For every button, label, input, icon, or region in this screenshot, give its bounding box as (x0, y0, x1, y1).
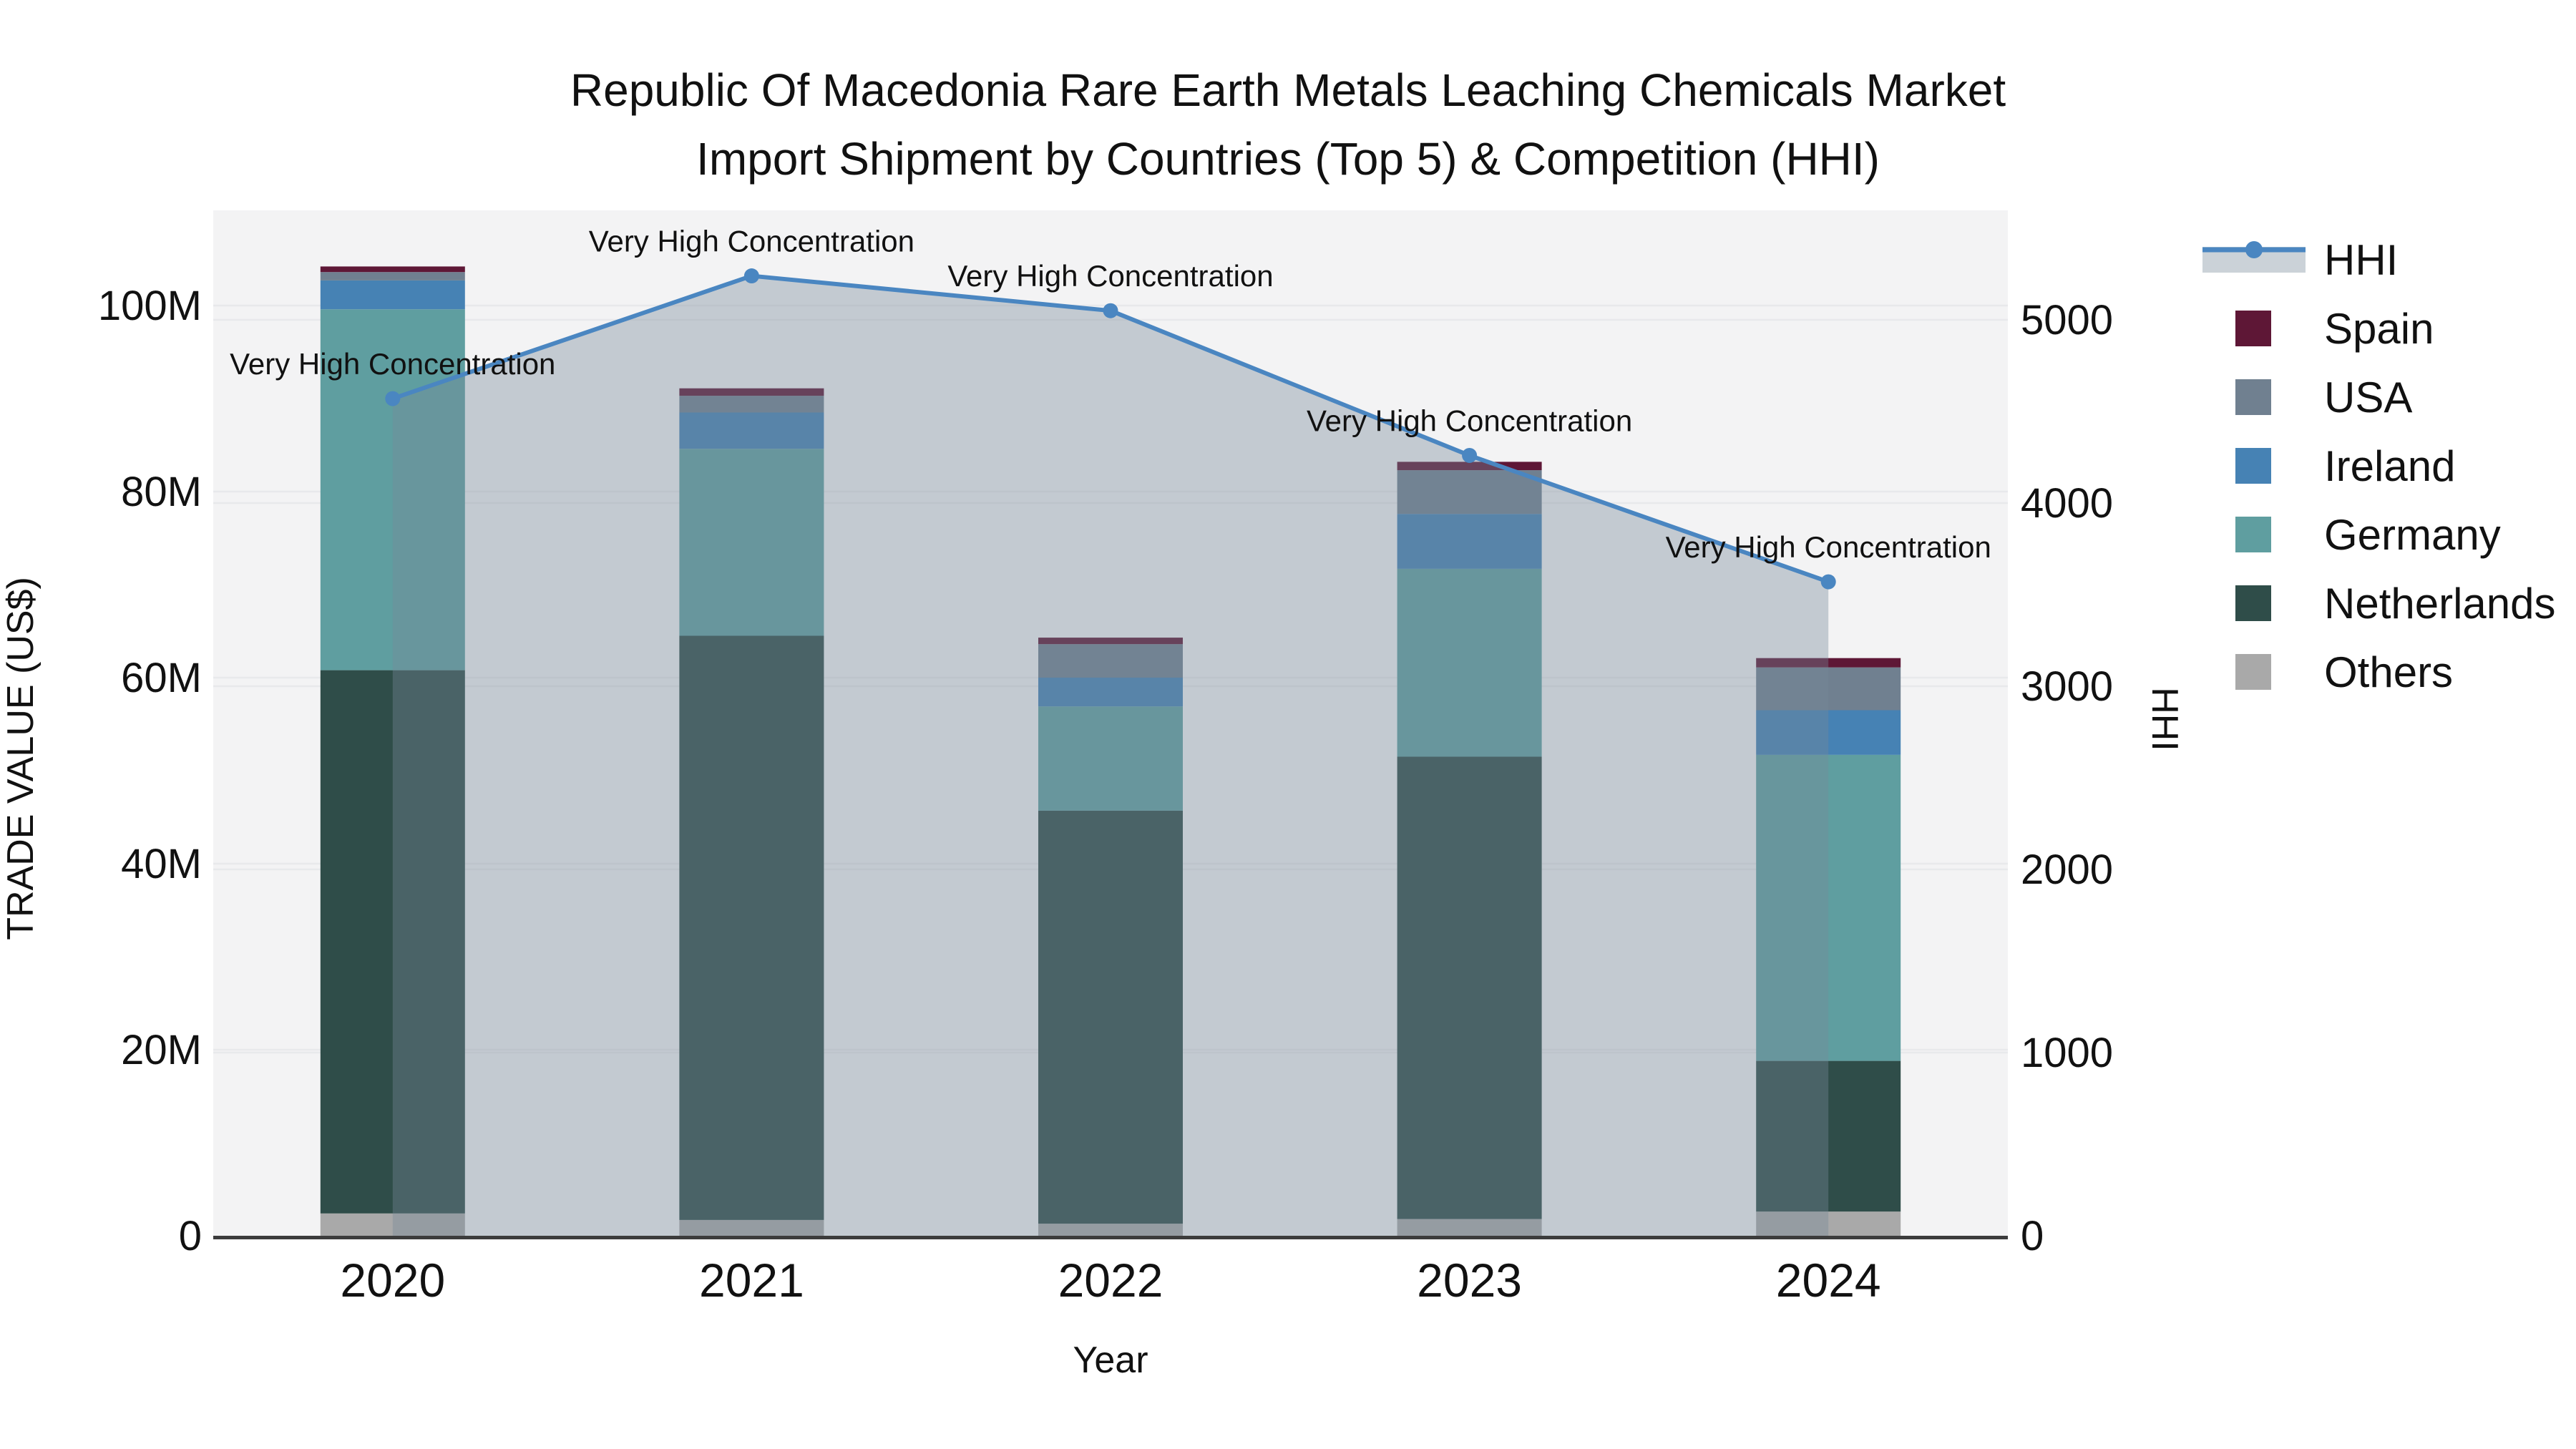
bar-segment-germany-2022[interactable] (1038, 706, 1183, 811)
annotation-2021: Very High Concentration (589, 225, 914, 258)
y-left-axis-title: TRADE VALUE (US$) (0, 577, 42, 940)
y-left-tick-0: 0 (179, 1213, 202, 1259)
bar-segment-usa-2024[interactable] (1756, 667, 1901, 711)
legend-item-germany[interactable]: Germany (2235, 511, 2501, 559)
bar-segment-spain-2022[interactable] (1038, 638, 1183, 645)
bar-segment-netherlands-2021[interactable] (679, 635, 824, 1220)
bar-segment-netherlands-2024[interactable] (1756, 1060, 1901, 1212)
bar-segment-ireland-2021[interactable] (679, 412, 824, 449)
bar-segment-germany-2024[interactable] (1756, 754, 1901, 1061)
bar-segment-netherlands-2023[interactable] (1397, 756, 1542, 1219)
bar-segment-others-2021[interactable] (679, 1219, 824, 1236)
y-left-tick-100M: 100M (98, 283, 202, 329)
y-left-tick-80M: 80M (121, 469, 202, 515)
legend-label-hhi: HHI (2324, 236, 2398, 284)
annotation-2020: Very High Concentration (230, 347, 555, 381)
legend-item-usa[interactable]: USA (2235, 374, 2412, 421)
legend-item-netherlands[interactable]: Netherlands (2235, 580, 2556, 628)
bar-segment-others-2024[interactable] (1756, 1211, 1901, 1236)
annotation-2024: Very High Concentration (1666, 530, 1991, 564)
bar-segment-ireland-2023[interactable] (1397, 514, 1542, 569)
hhi-marker-2022[interactable] (1103, 303, 1118, 318)
legend-label-netherlands: Netherlands (2324, 580, 2556, 628)
bar-segment-spain-2020[interactable] (320, 266, 465, 273)
bar-segment-usa-2022[interactable] (1038, 644, 1183, 678)
bar-segment-others-2023[interactable] (1397, 1219, 1542, 1236)
bar-segment-others-2020[interactable] (320, 1213, 465, 1236)
x-axis-title: Year (1073, 1340, 1148, 1381)
legend-item-hhi[interactable]: HHI (2202, 236, 2398, 284)
bar-segment-usa-2021[interactable] (679, 396, 824, 413)
y-right-tick-3000: 3000 (2021, 663, 2113, 710)
bar-segment-netherlands-2022[interactable] (1038, 810, 1183, 1224)
y-left-tick-40M: 40M (121, 841, 202, 887)
legend-swatch-germany (2235, 517, 2271, 552)
y-right-tick-5000: 5000 (2021, 297, 2113, 343)
bar-segment-usa-2023[interactable] (1397, 470, 1542, 514)
bar-segment-germany-2021[interactable] (679, 449, 824, 636)
hhi-marker-2024[interactable] (1820, 574, 1836, 590)
legend-label-germany: Germany (2324, 511, 2501, 559)
legend-label-ireland: Ireland (2324, 442, 2455, 490)
legend-label-usa: USA (2324, 374, 2412, 421)
y-left-tick-60M: 60M (121, 655, 202, 701)
hhi-marker-2021[interactable] (743, 268, 759, 284)
bar-segment-others-2022[interactable] (1038, 1224, 1183, 1236)
legend-item-ireland[interactable]: Ireland (2235, 442, 2455, 490)
legend-hhi-marker-icon (2245, 241, 2263, 258)
bar-segment-ireland-2022[interactable] (1038, 678, 1183, 707)
legend-swatch-netherlands (2235, 585, 2271, 621)
x-tick-2020: 2020 (340, 1254, 445, 1307)
y-right-tick-4000: 4000 (2021, 480, 2113, 527)
bar-segment-spain-2021[interactable] (679, 388, 824, 396)
legend-item-spain[interactable]: Spain (2235, 305, 2434, 353)
y-right-tick-0: 0 (2021, 1213, 2044, 1259)
chart-title-line1: Republic Of Macedonia Rare Earth Metals … (570, 64, 2006, 116)
legend-swatch-ireland (2235, 448, 2271, 484)
legend-swatch-others (2235, 654, 2271, 690)
chart-title-line2: Import Shipment by Countries (Top 5) & C… (696, 133, 1880, 185)
x-tick-2021: 2021 (699, 1254, 804, 1307)
bar-segment-netherlands-2020[interactable] (320, 670, 465, 1214)
bar-segment-usa-2020[interactable] (320, 272, 465, 280)
bar-segment-ireland-2024[interactable] (1756, 710, 1901, 755)
bar-segment-ireland-2020[interactable] (320, 280, 465, 310)
bar-segment-spain-2024[interactable] (1756, 658, 1901, 668)
x-tick-2024: 2024 (1776, 1254, 1881, 1307)
legend-swatch-usa (2235, 379, 2271, 415)
hhi-marker-2023[interactable] (1462, 447, 1478, 463)
hhi-area (392, 275, 1829, 1236)
bar-segment-spain-2023[interactable] (1397, 462, 1542, 471)
bar-segment-germany-2020[interactable] (320, 309, 465, 670)
annotation-2022: Very High Concentration (947, 259, 1273, 293)
legend-swatch-spain (2235, 311, 2271, 346)
y-left-tick-20M: 20M (121, 1027, 202, 1073)
annotation-2023: Very High Concentration (1307, 404, 1632, 437)
bar-segment-germany-2023[interactable] (1397, 568, 1542, 757)
y-right-tick-1000: 1000 (2021, 1030, 2113, 1076)
legend-label-spain: Spain (2324, 305, 2434, 353)
x-tick-2022: 2022 (1058, 1254, 1163, 1307)
y-right-axis-title: HHI (2144, 687, 2185, 751)
hhi-marker-2020[interactable] (385, 391, 401, 406)
legend-label-others: Others (2324, 648, 2453, 696)
x-tick-2023: 2023 (1417, 1254, 1522, 1307)
y-right-tick-2000: 2000 (2021, 847, 2113, 893)
legend-item-others[interactable]: Others (2235, 648, 2453, 696)
